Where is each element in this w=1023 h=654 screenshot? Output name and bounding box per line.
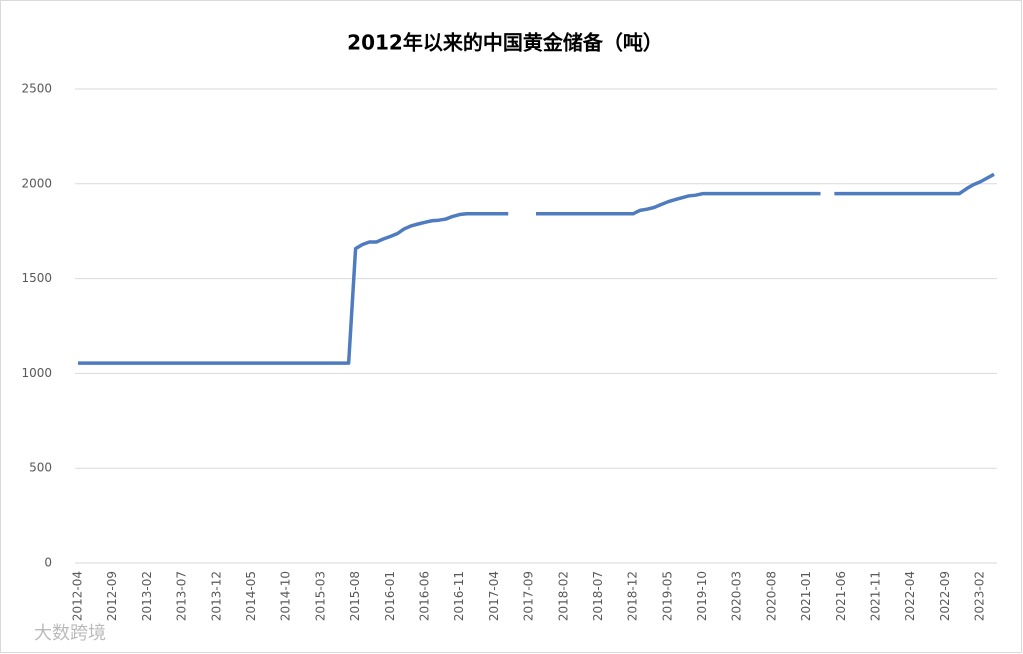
x-tick-label: 2018-02	[556, 571, 570, 621]
x-tick-label: 2015-03	[313, 571, 327, 621]
x-tick-label: 2021-01	[799, 571, 813, 621]
y-tick-label: 0	[44, 556, 52, 570]
x-tick-label: 2021-06	[834, 571, 848, 621]
x-tick-label: 2015-08	[348, 571, 362, 621]
x-tick-label: 2012-04	[71, 571, 85, 621]
x-tick-label: 2020-03	[730, 571, 744, 621]
x-tick-label: 2016-11	[452, 571, 466, 621]
x-tick-label: 2017-09	[522, 571, 536, 621]
y-tick-label: 1000	[21, 366, 52, 380]
x-tick-label: 2012-09	[105, 571, 119, 621]
x-tick-label: 2013-12	[209, 571, 223, 621]
x-tick-label: 2016-01	[383, 571, 397, 621]
x-tick-label: 2023-02	[973, 571, 987, 621]
y-tick-label: 2000	[21, 176, 52, 190]
x-tick-label: 2014-10	[279, 571, 293, 621]
x-tick-label: 2021-11	[869, 571, 883, 621]
y-tick-label: 2500	[21, 82, 52, 96]
x-tick-label: 2013-02	[140, 571, 154, 621]
x-tick-label: 2020-08	[764, 571, 778, 621]
watermark: 大数跨境	[34, 623, 106, 644]
x-tick-label: 2014-05	[244, 571, 258, 621]
x-tick-label: 2017-04	[487, 571, 501, 621]
data-line	[78, 172, 995, 365]
x-tick-label: 2019-05	[660, 571, 674, 621]
x-tick-label: 2022-04	[903, 571, 917, 621]
x-tick-label: 2022-09	[938, 571, 952, 621]
chart-title: 2012年以来的中国黄金储备（吨）	[347, 31, 663, 55]
y-tick-label: 500	[29, 461, 52, 475]
y-tick-label: 1500	[21, 271, 52, 285]
x-tick-label: 2013-07	[175, 571, 189, 621]
x-tick-label: 2016-06	[417, 571, 431, 621]
x-tick-label: 2019-10	[695, 571, 709, 621]
x-tick-label: 2018-12	[626, 571, 640, 621]
x-tick-label: 2018-07	[591, 571, 605, 621]
